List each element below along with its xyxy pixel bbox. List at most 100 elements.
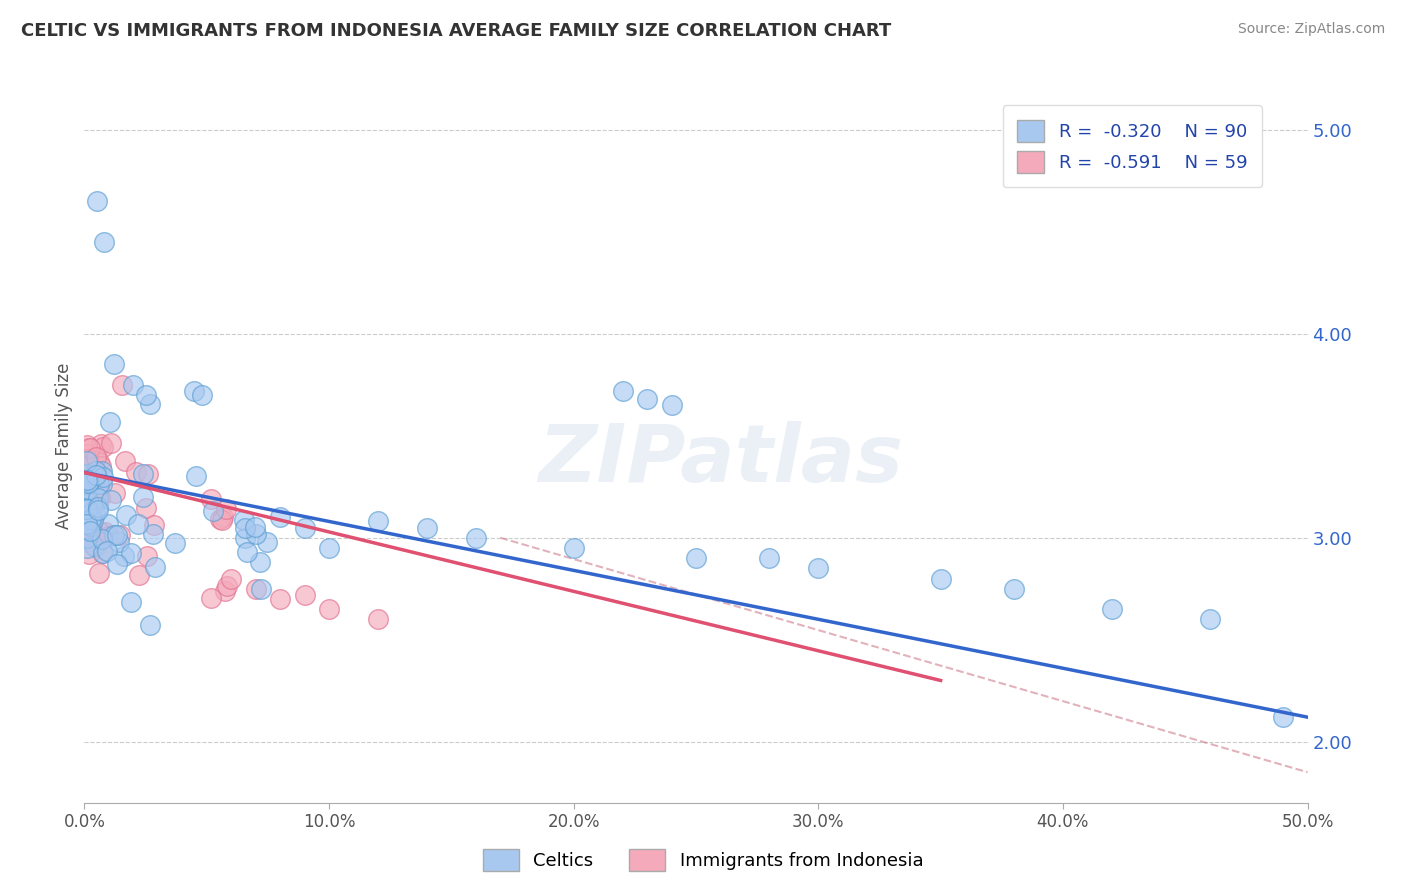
Point [131,490,153,504]
Point [562,541,585,555]
Point [245,582,267,596]
Point [84,468,107,483]
Point [84,450,107,464]
Point [143,517,166,532]
Point [758,551,780,566]
Point [76,473,98,487]
Point [1101,602,1123,616]
Point [89,491,111,506]
Point [211,513,233,527]
Point [91,546,114,560]
Legend: Celtics, Immigrants from Indonesia: Celtics, Immigrants from Indonesia [475,842,931,879]
Point [87,455,110,469]
Point [76,541,98,556]
Point [76,483,98,498]
Point [245,526,267,541]
Point [87,491,110,505]
Point [94,525,117,540]
Point [89,525,111,540]
Point [80,473,103,487]
Point [127,516,149,531]
Point [125,466,148,480]
Point [77,500,100,515]
Point [1272,710,1295,724]
Point [77,483,100,497]
Point [269,510,291,524]
Point [318,541,340,555]
Point [120,546,142,560]
Point [84,488,107,502]
Point [93,441,115,455]
Point [90,437,112,451]
Point [77,496,100,510]
Point [87,477,110,491]
Point [367,515,389,529]
Text: Source: ZipAtlas.com: Source: ZipAtlas.com [1237,22,1385,37]
Point [200,491,222,506]
Point [96,543,118,558]
Point [250,582,273,596]
Point [929,572,952,586]
Point [135,549,157,563]
Point [219,572,242,586]
Point [76,516,98,531]
Point [91,470,114,484]
Point [108,534,131,549]
Point [807,561,830,575]
Point [83,473,105,487]
Point [256,535,278,549]
Point [184,469,207,483]
Point [138,467,160,481]
Point [183,384,205,398]
Point [83,539,105,553]
Point [79,441,101,455]
Point [77,473,100,487]
Point [76,529,98,543]
Point [128,568,150,582]
Point [233,513,256,527]
Point [1198,612,1220,626]
Point [142,527,165,541]
Point [77,442,100,456]
Point [661,398,683,412]
Point [76,438,98,452]
Point [200,591,222,605]
Point [90,546,112,560]
Point [367,612,389,626]
Point [135,388,157,402]
Point [76,447,98,461]
Point [269,591,291,606]
Point [82,513,104,527]
Point [132,467,155,481]
Point [612,384,634,398]
Point [215,502,238,516]
Point [97,516,120,531]
Point [80,481,103,495]
Point [233,521,256,535]
Y-axis label: Average Family Size: Average Family Size [55,363,73,529]
Point [87,500,110,514]
Point [86,536,108,550]
Point [243,520,266,534]
Text: CELTIC VS IMMIGRANTS FROM INDONESIA AVERAGE FAMILY SIZE CORRELATION CHART: CELTIC VS IMMIGRANTS FROM INDONESIA AVER… [21,22,891,40]
Point [76,454,98,468]
Point [685,551,707,566]
Point [87,503,110,517]
Point [105,528,128,542]
Point [77,475,100,490]
Point [294,588,316,602]
Point [103,527,125,541]
Point [76,467,98,481]
Point [86,194,108,209]
Point [91,464,114,478]
Point [143,560,166,574]
Point [76,531,98,545]
Point [416,520,439,534]
Point [93,235,115,249]
Point [76,500,98,514]
Point [104,486,127,500]
Point [90,532,112,546]
Text: ZIPatlas: ZIPatlas [538,421,903,500]
Point [87,483,110,497]
Point [120,595,142,609]
